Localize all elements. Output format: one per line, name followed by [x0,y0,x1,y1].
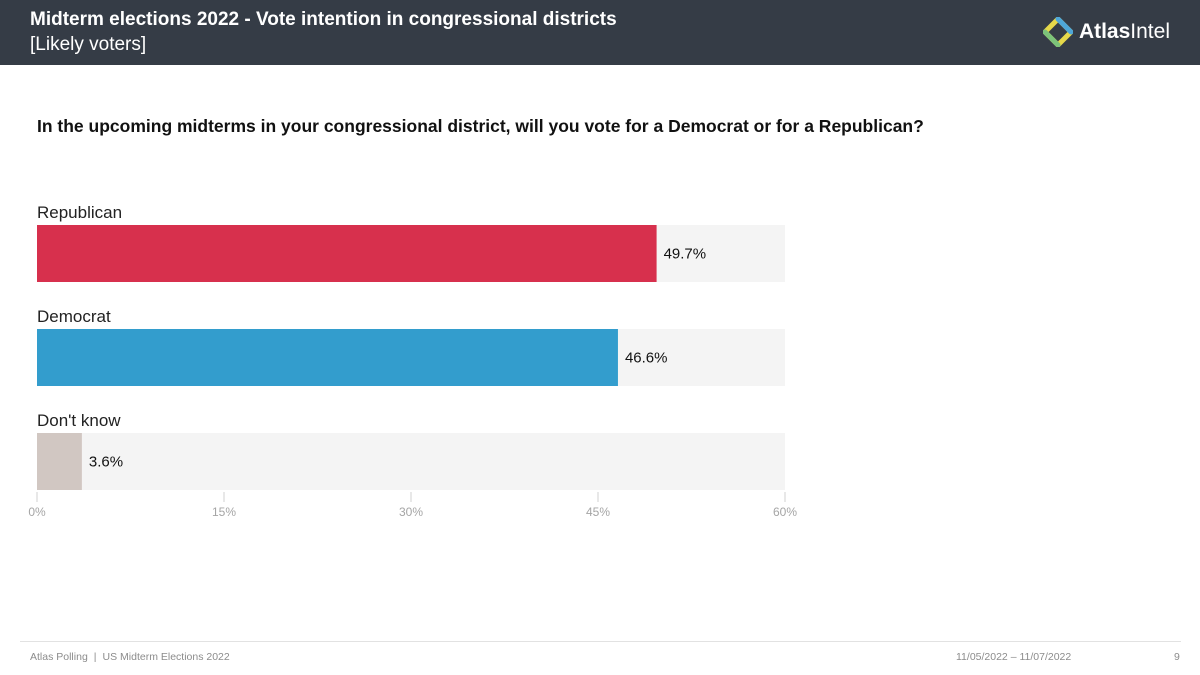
page-subtitle: [Likely voters] [30,34,147,55]
survey-question: In the upcoming midterms in your congres… [37,116,924,136]
footer-source: Atlas Polling | US Midterm Elections 2022 [30,651,230,663]
logo-text: AtlasIntel [1078,20,1170,43]
header-bar: Midterm elections 2022 - Vote intention … [0,0,1200,65]
atlasintel-logo: AtlasIntel [1042,17,1170,47]
footer-page-number: 9 [1174,651,1180,663]
tick-label: 60% [773,505,797,519]
footer-date-range: 11/05/2022 – 11/07/2022 [956,651,1072,663]
atlasintel-logo-icon [1042,17,1073,47]
bar-track [37,433,785,490]
bar [37,225,657,282]
tick-label: 30% [399,505,423,519]
page-title: Midterm elections 2022 - Vote intention … [30,9,617,30]
value-label: 3.6% [89,454,123,471]
bar-chart: Republican 49.7% Democrat 46.6% Don't know 3.… [28,203,797,519]
tick-label: 0% [28,505,46,519]
footer-study-name: US Midterm Elections 2022 [102,651,230,663]
value-label: 46.6% [625,350,668,367]
tick-label: 15% [212,505,236,519]
value-label: 49.7% [664,246,707,263]
bar [37,329,618,386]
footer-separator: | [93,651,97,663]
bar [37,433,82,490]
tick-label: 45% [586,505,610,519]
footer-source-name: Atlas Polling [30,651,88,663]
category-label: Democrat [37,307,111,326]
category-label: Republican [37,203,122,222]
category-label: Don't know [37,411,121,430]
footer-divider [20,641,1181,642]
